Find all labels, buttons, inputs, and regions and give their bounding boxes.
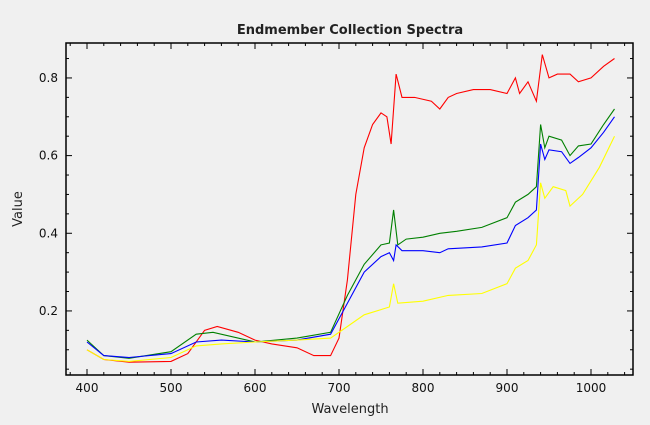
series-line-1 xyxy=(86,108,615,359)
plot-frame xyxy=(65,42,634,376)
y-tick-label: 0.2 xyxy=(39,304,58,318)
y-tick-label: 0.6 xyxy=(39,149,58,163)
series-line-0 xyxy=(86,54,615,363)
series-line-2 xyxy=(86,116,615,359)
y-tick-label: 0.8 xyxy=(39,71,58,85)
y-axis-title: Value xyxy=(11,191,26,227)
chart-title: Endmember Collection Spectra xyxy=(237,23,463,38)
x-tick-label: 1000 xyxy=(576,381,607,395)
x-tick-label: 800 xyxy=(412,381,435,395)
x-tick-label: 500 xyxy=(160,381,183,395)
x-tick-label: 700 xyxy=(328,381,351,395)
x-axis-title: Wavelength xyxy=(311,402,388,417)
x-tick-label: 400 xyxy=(76,381,99,395)
y-tick-label: 0.4 xyxy=(39,226,58,240)
x-tick-label: 900 xyxy=(496,381,519,395)
series-line-3 xyxy=(86,135,615,362)
x-tick-label: 600 xyxy=(244,381,267,395)
